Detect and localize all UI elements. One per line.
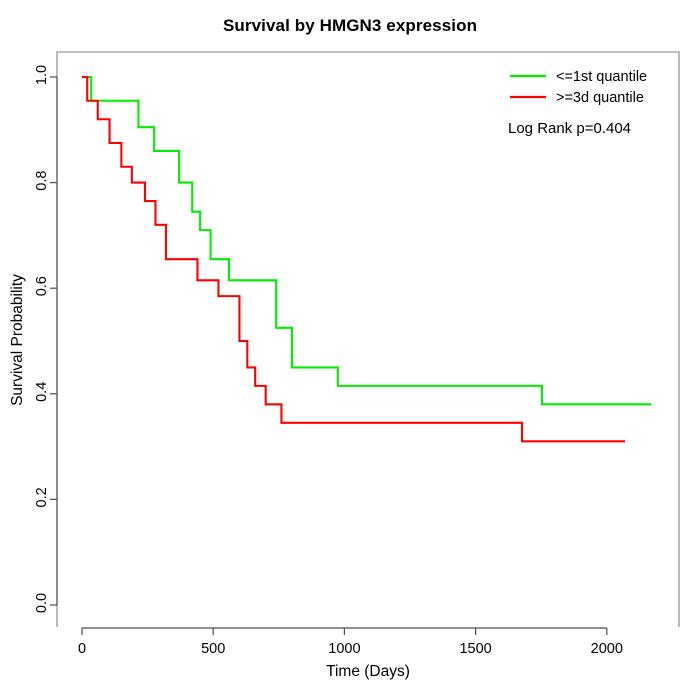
y-axis-title: Survival Probability [9,274,26,406]
y-axis: 0.0 0.2 0.4 0.6 0.8 1.0 [34,65,58,613]
x-axis: 0 500 1000 1500 2000 [78,627,623,657]
y-tick-label: 0.6 [34,276,50,296]
survival-curve-low-expression [82,75,652,406]
plot-frame [56,51,680,627]
survival-curves [82,75,652,443]
x-tick-label: 1500 [459,641,491,657]
y-tick-label: 0.4 [34,382,50,402]
survival-curve-high-expression [82,75,626,443]
chart-title: Survival by HMGN3 expression [222,16,478,35]
y-tick-label: 1.0 [34,65,50,85]
x-tick-label: 0 [78,641,86,657]
y-tick-label: 0.8 [34,171,50,191]
y-tick-label: 0.2 [34,487,50,507]
x-axis-title: Time (Days) [326,663,410,680]
log-rank-annotation: Log Rank p=0.404 [508,120,631,137]
legend-label-1: >=3d quantile [556,90,644,106]
x-tick-label: 1000 [328,641,360,657]
legend: <=1st quantile >=3d quantile [510,69,647,106]
y-tick-label: 0.0 [34,593,50,613]
x-tick-label: 2000 [591,641,623,657]
legend-label-0: <=1st quantile [556,69,647,85]
x-tick-label: 500 [201,641,225,657]
plot-box-border [56,51,680,627]
